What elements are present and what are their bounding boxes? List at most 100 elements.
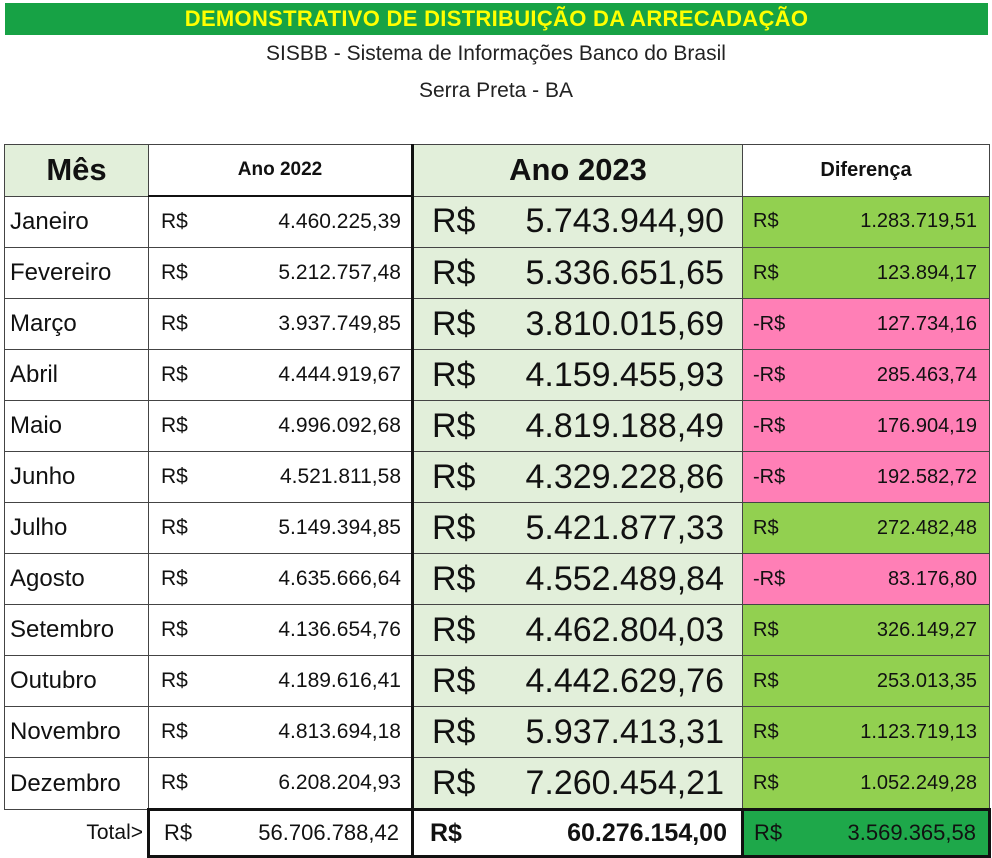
value-2022-cell: R$ 4.813.694,18	[148, 706, 414, 758]
value-2023-cell: R$ 5.743.944,90	[412, 195, 743, 248]
currency-symbol: R$	[432, 457, 476, 496]
difference-currency: R$	[753, 771, 779, 794]
difference-currency: R$	[753, 261, 779, 284]
difference-cell: R$ 1.052.249,28	[742, 757, 990, 810]
difference-cell: R$ 1.283.719,51	[742, 195, 990, 248]
month-cell: Fevereiro	[4, 247, 149, 299]
table-row: Maio R$ 4.996.092,68 R$ 4.819.188,49 -R$ 176.9…	[4, 400, 990, 452]
difference-cell: -R$ 192.582,72	[742, 451, 990, 503]
currency-symbol: R$	[432, 712, 476, 751]
value-2023: 4.552.489,84	[525, 559, 724, 598]
month-cell: Setembro	[4, 604, 149, 656]
location-subtitle: Serra Preta - BA	[418, 79, 574, 102]
difference-value: 1.052.249,28	[860, 771, 977, 794]
difference-value: 123.894,17	[876, 261, 977, 284]
value-2022-cell: R$ 4.996.092,68	[148, 400, 414, 452]
difference-cell: -R$ 176.904,19	[742, 400, 990, 452]
difference-value: 192.582,72	[876, 465, 977, 488]
value-2022: 4.460.225,39	[278, 210, 401, 233]
value-2022: 6.208.204,93	[278, 771, 401, 794]
column-header-2022: Ano 2022	[148, 144, 414, 197]
value-2023-cell: R$ 5.937.413,31	[412, 706, 743, 758]
table-header-row: Mês Ano 2022 Ano 2023 Diferença	[4, 144, 990, 197]
difference-value: 83.176,80	[888, 567, 977, 590]
value-2023-cell: R$ 4.159.455,93	[412, 349, 743, 401]
total-2023: 60.276.154,00	[567, 818, 727, 847]
value-2022: 4.444.919,67	[278, 363, 401, 386]
month-cell: Agosto	[4, 553, 149, 605]
value-2023-cell: R$ 4.552.489,84	[412, 553, 743, 605]
difference-value: 253.013,35	[876, 669, 977, 692]
table-row: Julho R$ 5.149.394,85 R$ 5.421.877,33 R$ 272.4…	[4, 502, 990, 554]
difference-cell: R$ 1.123.719,13	[742, 706, 990, 758]
currency-symbol: R$	[432, 763, 476, 802]
column-header-difference: Diferença	[742, 144, 990, 197]
difference-cell: R$ 123.894,17	[742, 247, 990, 299]
currency-symbol: R$	[432, 355, 476, 394]
column-header-month: Mês	[4, 144, 149, 197]
value-2023: 4.462.804,03	[525, 610, 724, 649]
value-2023-cell: R$ 7.260.454,21	[412, 757, 743, 810]
difference-currency: R$	[753, 669, 779, 692]
currency-symbol: R$	[161, 312, 188, 335]
difference-currency: R$	[753, 618, 779, 641]
difference-cell: -R$ 285.463,74	[742, 349, 990, 401]
currency-symbol: R$	[161, 414, 188, 437]
currency-symbol: R$	[161, 567, 188, 590]
difference-currency: R$	[753, 210, 779, 233]
total-difference: 3.569.365,58	[847, 820, 976, 845]
difference-currency: -R$	[753, 414, 786, 437]
currency-symbol: R$	[161, 363, 188, 386]
difference-value: 1.123.719,13	[860, 720, 977, 743]
table-row: Março R$ 3.937.749,85 R$ 3.810.015,69 -R$ 127.…	[4, 298, 990, 350]
value-2022-cell: R$ 4.521.811,58	[148, 451, 414, 503]
value-2023: 4.159.455,93	[525, 355, 724, 394]
difference-currency: -R$	[753, 312, 786, 335]
value-2022: 4.136.654,76	[278, 618, 401, 641]
value-2023: 5.336.651,65	[525, 253, 724, 292]
difference-value: 127.734,16	[876, 312, 977, 335]
table-row: Dezembro R$ 6.208.204,93 R$ 7.260.454,21 R$ 1.…	[4, 757, 990, 810]
value-2022: 4.189.616,41	[278, 669, 401, 692]
month-cell: Julho	[4, 502, 149, 554]
value-2023: 3.810.015,69	[525, 304, 724, 343]
difference-value: 272.482,48	[876, 516, 977, 539]
value-2023-cell: R$ 3.810.015,69	[412, 298, 743, 350]
value-2023-cell: R$ 4.819.188,49	[412, 400, 743, 452]
difference-cell: R$ 326.149,27	[742, 604, 990, 656]
currency-symbol: R$	[432, 253, 476, 292]
currency-symbol: R$	[161, 669, 188, 692]
source-subtitle: SISBB - Sistema de Informações Banco do …	[266, 42, 726, 65]
value-2022-cell: R$ 5.212.757,48	[148, 247, 414, 299]
difference-currency: -R$	[753, 567, 786, 590]
currency-symbol: R$	[161, 465, 188, 488]
difference-cell: -R$ 83.176,80	[742, 553, 990, 605]
value-2022-cell: R$ 4.444.919,67	[148, 349, 414, 401]
currency-symbol: R$	[432, 202, 476, 241]
currency-symbol: R$	[161, 261, 188, 284]
currency-symbol: R$	[161, 720, 188, 743]
total-row: Total> R$ 56.706.788,42 R$ 60.276.154,00 R$ 3.…	[5, 808, 991, 858]
value-2023: 4.329.228,86	[525, 457, 724, 496]
currency-symbol: R$	[432, 559, 476, 598]
value-2023-cell: R$ 5.421.877,33	[412, 502, 743, 554]
value-2023: 7.260.454,21	[525, 763, 724, 802]
table-row: Novembro R$ 4.813.694,18 R$ 5.937.413,31 R$ 1.…	[4, 706, 990, 758]
total-label: Total>	[86, 821, 143, 845]
currency-symbol: R$	[432, 610, 476, 649]
value-2022-cell: R$ 6.208.204,93	[148, 757, 414, 810]
currency-symbol: R$	[432, 406, 476, 445]
difference-currency: R$	[753, 516, 779, 539]
month-cell: Março	[4, 298, 149, 350]
value-2023: 5.937.413,31	[525, 712, 724, 751]
difference-currency: R$	[753, 720, 779, 743]
month-cell: Dezembro	[4, 757, 149, 810]
currency-symbol: R$	[164, 820, 193, 845]
table-row: Setembro R$ 4.136.654,76 R$ 4.462.804,03 R$ 32…	[4, 604, 990, 656]
currency-symbol: R$	[430, 818, 462, 847]
value-2022-cell: R$ 4.460.225,39	[148, 195, 414, 248]
value-2022: 4.635.666,64	[278, 567, 401, 590]
difference-cell: R$ 253.013,35	[742, 655, 990, 707]
currency-symbol: R$	[161, 771, 188, 794]
value-2023-cell: R$ 4.442.629,76	[412, 655, 743, 707]
